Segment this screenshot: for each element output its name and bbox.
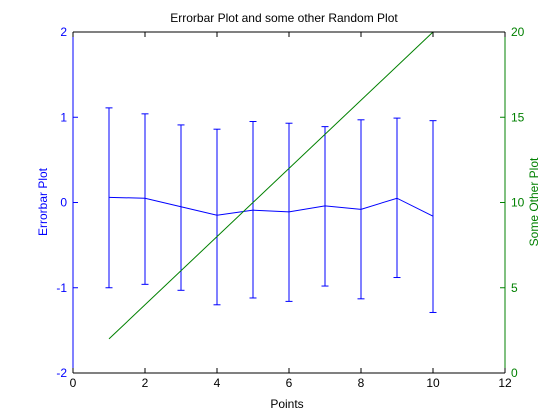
other-series-line (108, 31, 434, 340)
x-tick-label: 2 (142, 376, 149, 390)
right-y-tick-label: 15 (511, 110, 525, 124)
right-y-tick-label: 20 (511, 25, 525, 39)
left-y-tick-label: 0 (60, 196, 67, 210)
right-y-tick-label: 10 (511, 196, 525, 210)
left-y-axis: -2 -1 0 1 2 (56, 25, 78, 380)
x-tick-label: 8 (358, 376, 365, 390)
right-y-axis-label: Some Other Plot (527, 157, 541, 246)
left-y-tick-label: 2 (60, 25, 67, 39)
x-tick-label: 6 (286, 376, 293, 390)
x-axis: 0 2 4 6 8 10 12 (70, 31, 512, 390)
right-y-tick-label: 0 (511, 366, 518, 380)
x-tick-label: 12 (498, 376, 512, 390)
errorbar-series-line (108, 196, 434, 217)
x-axis-label: Points (270, 397, 303, 411)
right-y-tick-label: 5 (511, 281, 518, 295)
plot-area (105, 31, 437, 340)
left-y-axis-label: Errorbar Plot (36, 167, 50, 236)
left-y-tick-label: 1 (60, 110, 67, 124)
left-y-tick-label: -1 (56, 281, 67, 295)
x-tick-label: 10 (426, 376, 440, 390)
right-y-axis: 0 5 10 15 20 (500, 25, 525, 380)
x-tick-label: 4 (214, 376, 221, 390)
chart-title: Errorbar Plot and some other Random Plot (170, 11, 398, 25)
x-tick-label: 0 (70, 376, 77, 390)
left-y-tick-label: -2 (56, 366, 67, 380)
